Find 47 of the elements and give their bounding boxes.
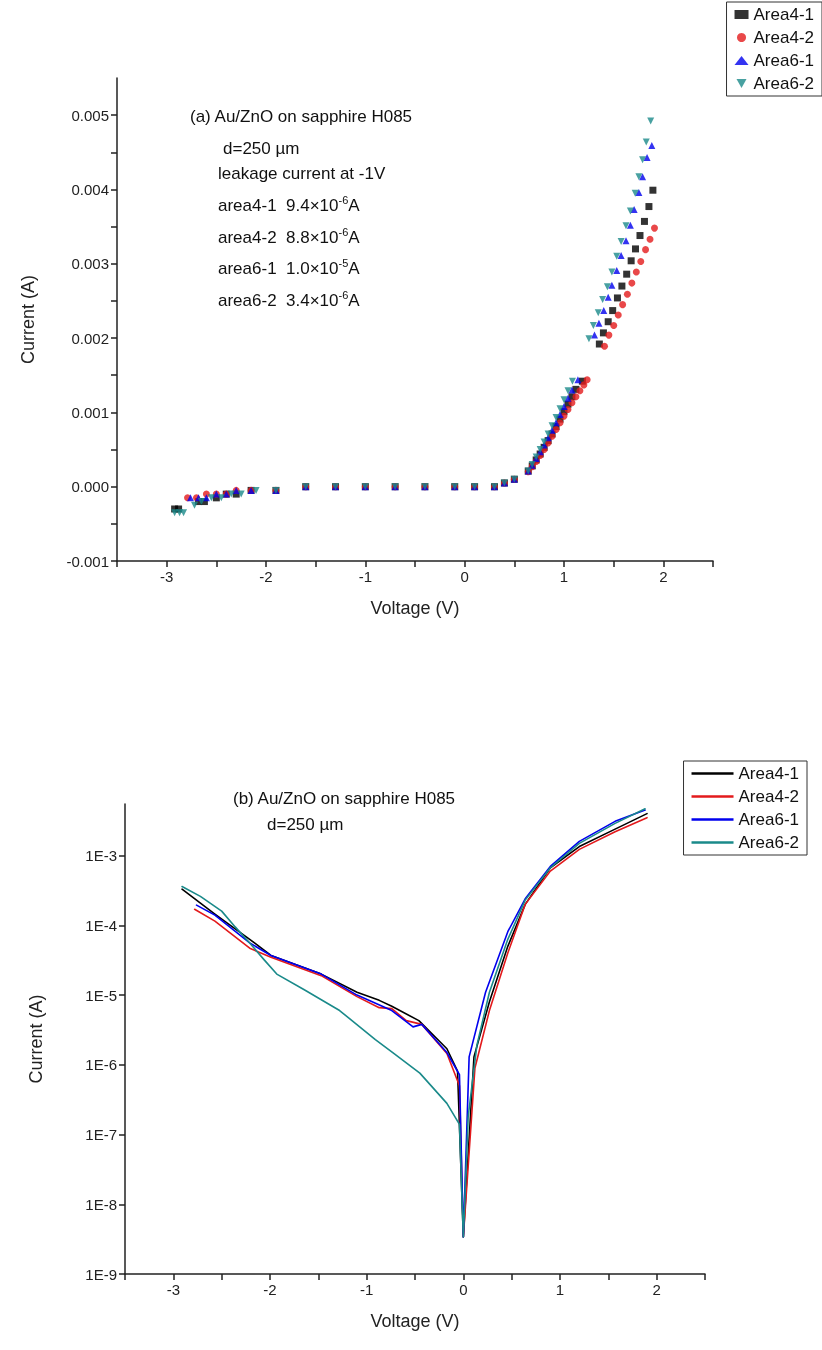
legend-label: Area4-1 — [738, 764, 799, 783]
y-tick-label: 0.005 — [71, 106, 109, 124]
legend-label: Area6-1 — [753, 51, 814, 70]
y-tick-label: 1E-5 — [85, 986, 117, 1004]
y-axis-title: Current (A) — [18, 274, 38, 365]
y-tick-label: 0.003 — [71, 255, 109, 273]
x-tick-label: 1 — [559, 568, 569, 585]
y-tick-label: 1E-9 — [85, 1265, 117, 1283]
text: d=250 µm — [267, 815, 344, 834]
legend-label: Area6-1 — [738, 810, 799, 829]
y-tick-label: 0.002 — [71, 329, 109, 347]
legend-label: Area6-2 — [738, 833, 799, 852]
legend-label: Area6-2 — [753, 74, 814, 93]
x-axis-title: Voltage (V) — [370, 1311, 460, 1331]
y-tick-label: 1E-6 — [85, 1056, 117, 1074]
x-tick-label: 0 — [459, 1281, 468, 1298]
annotation: area6-2 3.4×10$^{-6}$A — [218, 287, 361, 312]
legend-label: Area4-2 — [753, 28, 814, 47]
legend-label: Area4-1 — [753, 5, 814, 24]
y-axis-title: Current (A) — [26, 994, 46, 1084]
text: d=250 µm — [223, 139, 300, 158]
x-tick-label: -1 — [359, 1281, 374, 1298]
y-tick-label: 1E-8 — [85, 1195, 117, 1213]
chart-title: (b) Au/ZnO on sapphire H085 — [233, 789, 456, 808]
annotation: area4-1 9.4×10$^{-6}$A — [218, 193, 361, 217]
x-tick-label: -3 — [159, 568, 174, 585]
y-tick-label: 1E-7 — [85, 1126, 117, 1144]
annotation: leakage current at -1V — [218, 163, 386, 185]
x-tick-label: 2 — [659, 568, 668, 585]
x-tick-label: -3 — [166, 1281, 181, 1298]
text: (a) Au/ZnO on sapphire H085 — [190, 107, 413, 126]
y-tick-label: 0.001 — [71, 403, 109, 421]
y-tick-label: 0.000 — [71, 478, 109, 496]
y-tick-label: -0.001 — [66, 552, 109, 570]
annotation: area6-1 1.0×10$^{-5}$A — [218, 256, 361, 280]
y-tick-label: 1E-4 — [85, 916, 117, 934]
x-tick-label: 2 — [652, 1281, 661, 1298]
x-tick-label: 1 — [555, 1281, 565, 1298]
y-tick-label: 1E-3 — [85, 847, 117, 865]
y-tick-label: 0.004 — [71, 180, 109, 198]
x-tick-label: -2 — [263, 1281, 277, 1298]
annotation: area4-2 8.8×10$^{-6}$A — [218, 224, 361, 249]
x-axis-title: Voltage (V) — [370, 598, 460, 618]
x-tick-label: -1 — [358, 568, 373, 585]
legend-label: Area4-2 — [738, 787, 799, 806]
x-tick-label: 0 — [460, 568, 469, 585]
x-tick-label: -2 — [259, 568, 273, 585]
